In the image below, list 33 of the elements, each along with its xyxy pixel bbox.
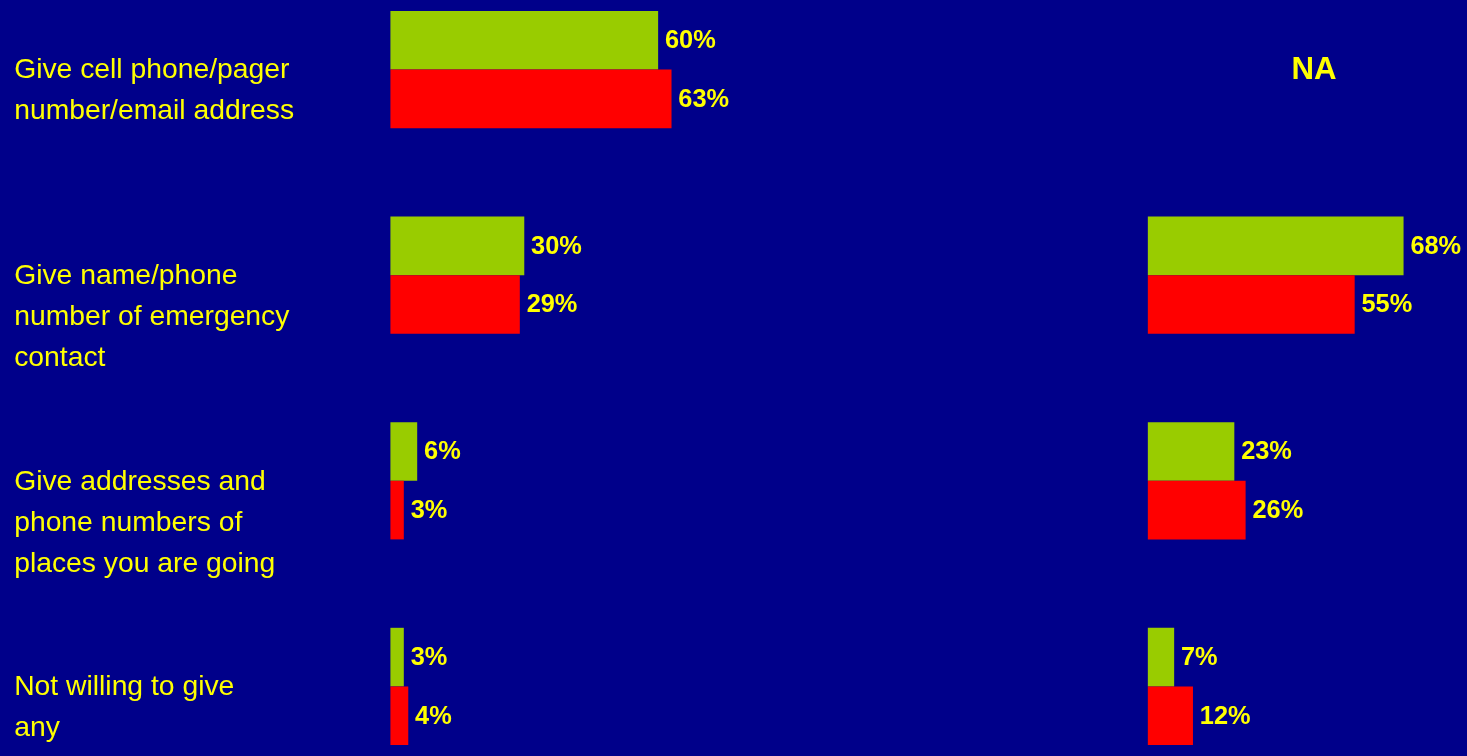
- data-label: 6%: [424, 436, 461, 465]
- data-label: 55%: [1361, 289, 1413, 318]
- data-label: 29%: [526, 289, 578, 318]
- y-tick-label: Give cell phone/pager number/email address: [14, 52, 295, 126]
- data-label: 30%: [531, 230, 582, 259]
- data-label: 23%: [1241, 436, 1292, 465]
- y-tick-label: Give name/phone number of emergency contact: [14, 257, 291, 372]
- bar: [390, 627, 404, 687]
- data-label: 63%: [678, 83, 730, 112]
- annotation: NA: [1291, 51, 1337, 87]
- y-tick-label: Give addresses and phone numbers of places you are going: [14, 463, 276, 578]
- bar: [390, 480, 404, 540]
- y-tick-label: Not willing to give any: [14, 669, 235, 743]
- bar: [390, 275, 520, 334]
- data-label: 4%: [415, 700, 452, 729]
- bar: [1147, 422, 1235, 481]
- data-label: 3%: [410, 641, 448, 670]
- bar: [1147, 216, 1404, 276]
- data-label: 60%: [664, 25, 716, 54]
- data-label: 26%: [1252, 494, 1304, 523]
- bar: [1147, 480, 1246, 540]
- data-label: 7%: [1180, 641, 1218, 670]
- bar: [1147, 275, 1355, 334]
- bar: [390, 422, 418, 481]
- bar: [390, 11, 659, 70]
- bar: [390, 69, 672, 129]
- bar: [1147, 686, 1193, 745]
- bar: [390, 686, 409, 745]
- bar: [1147, 627, 1175, 687]
- data-label: 68%: [1410, 230, 1462, 259]
- data-label: 3%: [410, 494, 448, 523]
- bar: [390, 216, 525, 276]
- data-label: 12%: [1199, 700, 1251, 729]
